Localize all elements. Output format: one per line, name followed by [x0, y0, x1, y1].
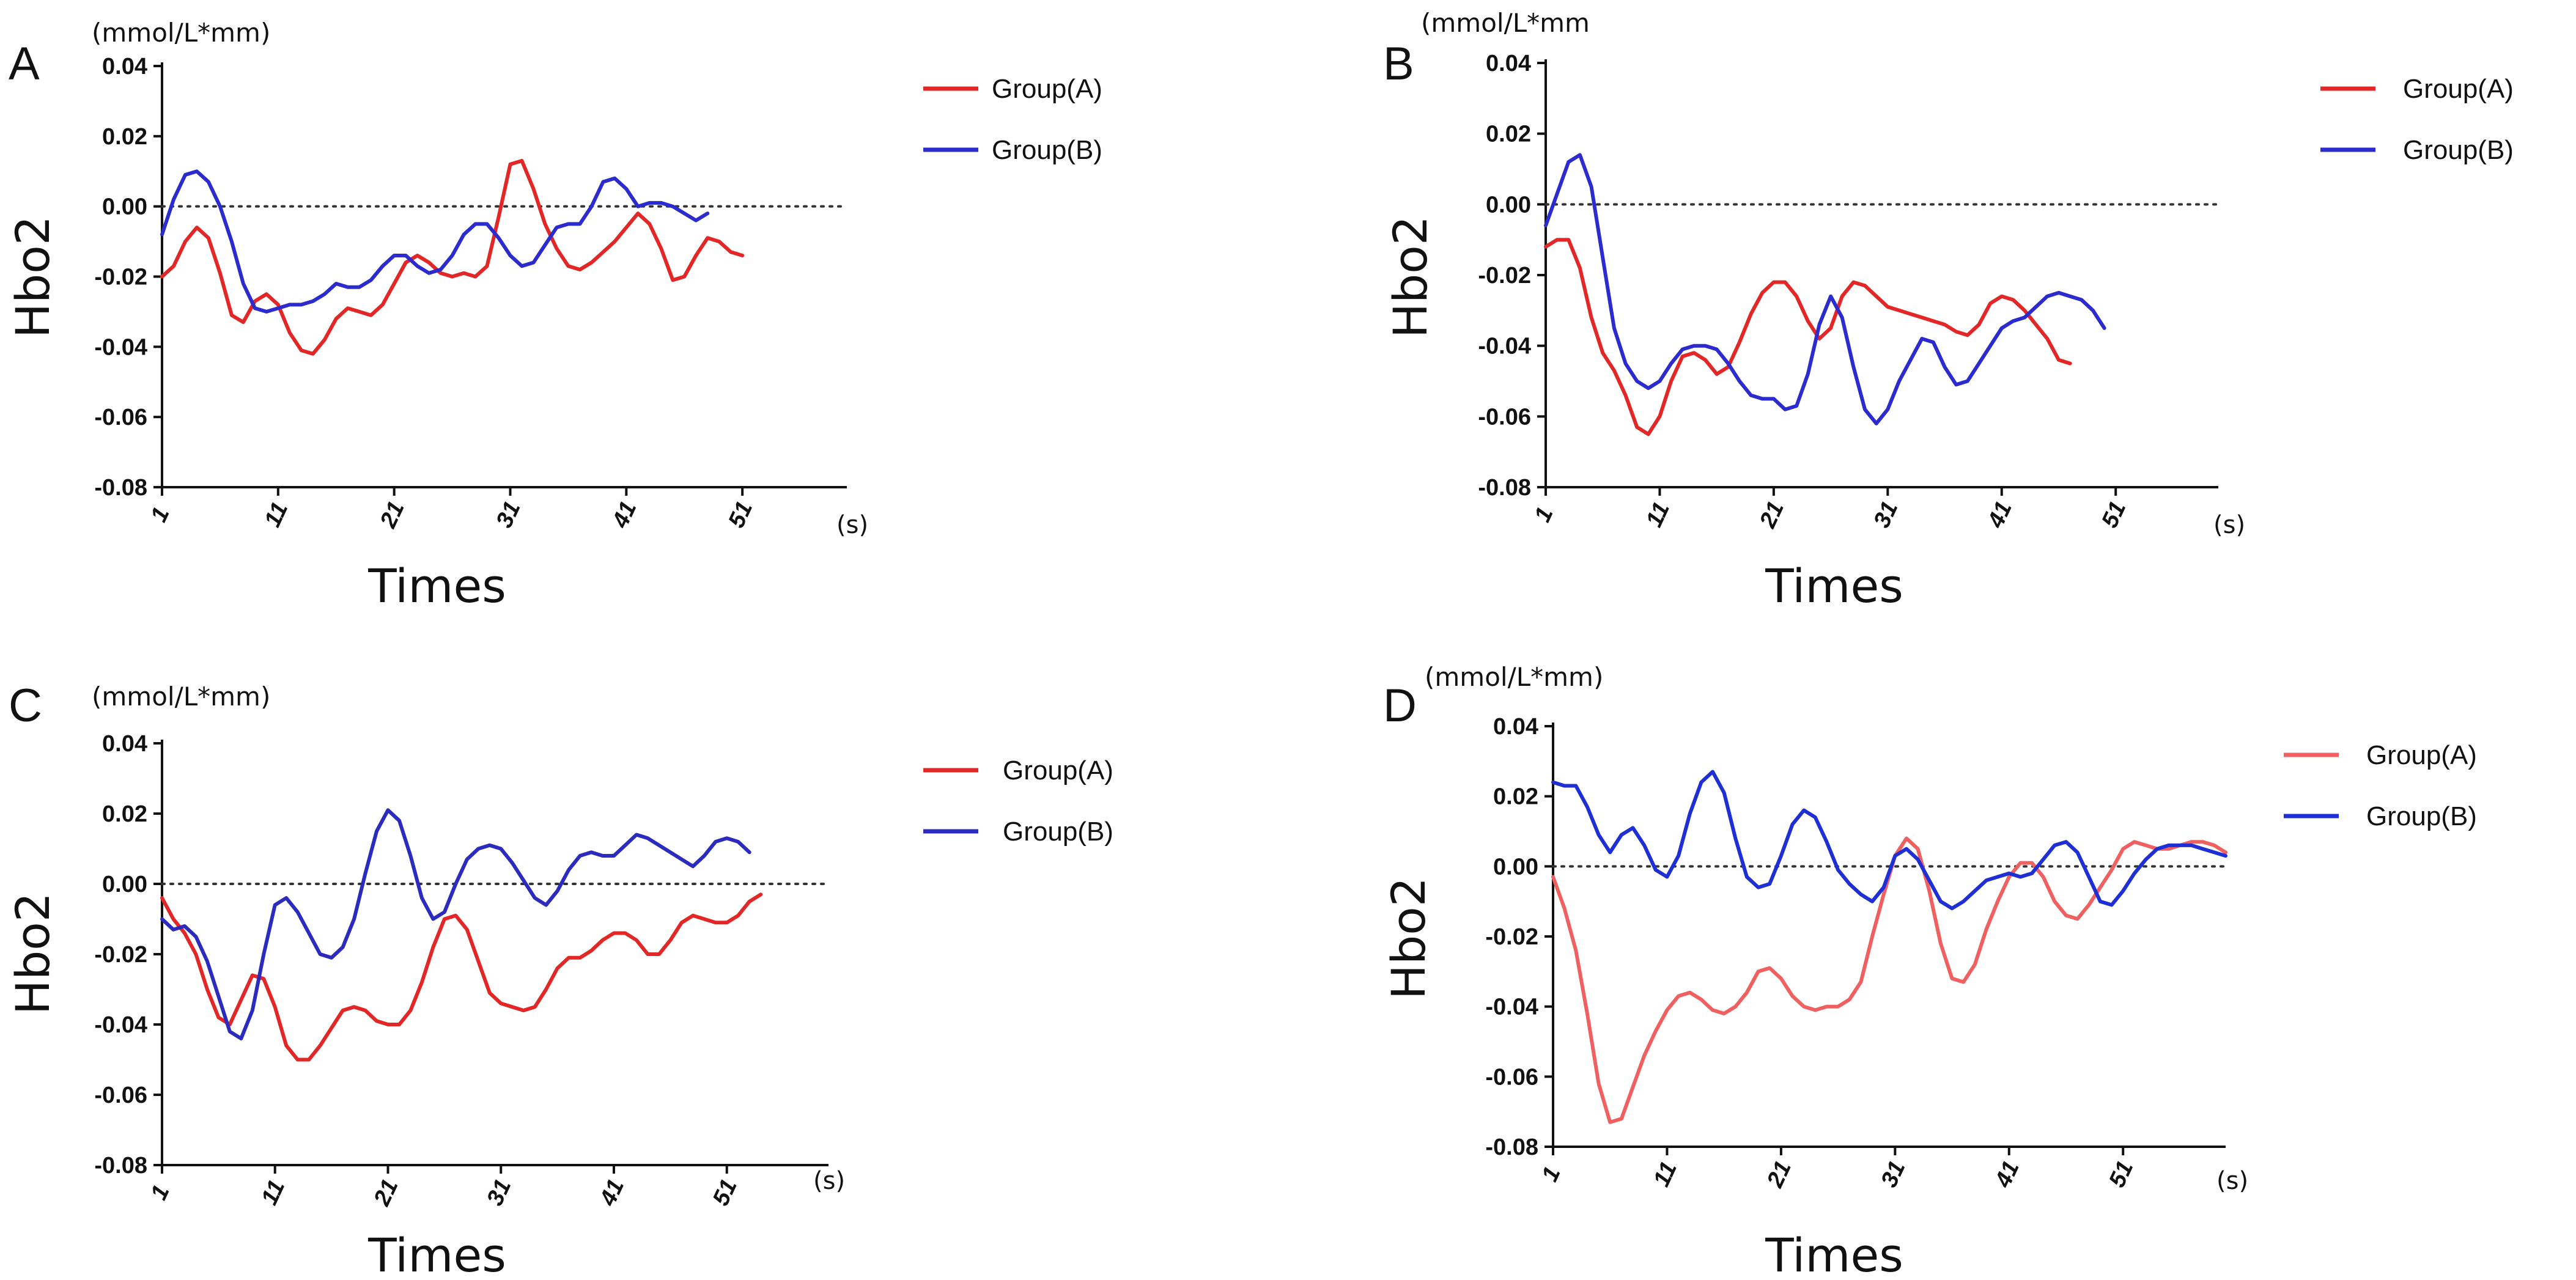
y-tick-label: -0.06 — [94, 405, 147, 430]
legend-label-group-b: Group(B) — [1003, 817, 1113, 847]
y-axis-title: Hbo2 — [1381, 877, 1436, 999]
y-axis-title: Hbo2 — [6, 892, 60, 1015]
x-tick-label: 51 — [2104, 1157, 2138, 1191]
x-tick-label: 51 — [708, 1175, 742, 1210]
x-tick-label: 21 — [369, 1175, 403, 1210]
x-tick-label: 31 — [1869, 498, 1903, 532]
legend-label-group-a: Group(A) — [1003, 756, 1113, 785]
y-axis-title: Hbo2 — [1383, 216, 1437, 338]
series-line-group-a — [1551, 836, 2227, 1124]
panel-letter: D — [1383, 680, 1417, 732]
x-axis-title: Times — [1765, 1228, 1903, 1280]
legend-label-group-b: Group(B) — [2366, 801, 2477, 831]
x-tick-label: 41 — [607, 498, 641, 532]
x-axis-title: Times — [367, 559, 506, 613]
y-tick-label: 0.04 — [102, 731, 147, 757]
x-tick-label: 11 — [257, 1176, 290, 1209]
legend-label-group-a: Group(A) — [992, 74, 1102, 104]
series-line-group-a — [1544, 238, 2072, 436]
panel-letter: C — [9, 680, 42, 732]
y-tick-label: -0.02 — [1478, 263, 1531, 289]
y-tick-label: 0.00 — [1493, 854, 1538, 880]
x-tick-label: 1 — [1537, 1163, 1566, 1185]
legend-label-group-b: Group(B) — [992, 135, 1102, 165]
x-axis-title: Times — [367, 1228, 506, 1280]
y-tick-label: -0.02 — [94, 265, 147, 290]
y-tick-label: -0.08 — [94, 475, 147, 501]
y-tick-label: 0.00 — [102, 872, 147, 897]
x-tick-label: 1 — [146, 1181, 175, 1204]
y-axis-title: Hbo2 — [6, 216, 60, 338]
y-tick-label: -0.06 — [94, 1083, 147, 1108]
x-unit-label: (s) — [2213, 511, 2245, 539]
y-tick-label: 0.02 — [102, 124, 147, 150]
series-line-group-b — [160, 169, 710, 314]
x-unit-label: (s) — [836, 511, 868, 539]
series-line-group-a — [160, 159, 745, 356]
y-tick-label: -0.06 — [1485, 1064, 1538, 1090]
series-line-group-b — [160, 808, 751, 1040]
x-tick-label: 51 — [723, 498, 758, 532]
y-tick-label: -0.02 — [1485, 924, 1538, 950]
y-tick-label: 0.02 — [1486, 122, 1531, 147]
x-tick-label: 21 — [375, 498, 409, 532]
y-unit-label: (mmol/L*mm) — [1425, 662, 1603, 692]
x-tick-label: 11 — [1648, 1158, 1682, 1191]
x-unit-label: (s) — [813, 1167, 845, 1195]
x-unit-label: (s) — [2216, 1167, 2248, 1195]
y-tick-label: 0.04 — [1486, 51, 1531, 76]
x-tick-label: 21 — [1755, 498, 1789, 532]
panel-letter: B — [1383, 38, 1414, 90]
x-tick-label: 31 — [482, 1175, 516, 1210]
chart-panel-d: D (mmol/L*mm) 0.04 0.02 0.00 -0.02 -0.04 -0.06 -… — [1381, 662, 2477, 1280]
y-tick-label: -0.08 — [94, 1153, 147, 1179]
chart-panel-a: A (mmol/L*mm) 0.04 0.02 0.00 -0.02 -0.04 -0.06 -… — [6, 18, 1102, 613]
series-line-group-b — [1551, 770, 2227, 911]
y-unit-label: (mmol/L*mm) — [92, 682, 270, 712]
y-tick-label: -0.04 — [1485, 995, 1538, 1020]
series-line-group-a — [160, 892, 763, 1062]
y-tick-label: -0.04 — [94, 1012, 147, 1038]
x-tick-label: 11 — [260, 498, 293, 531]
legend-label-group-a: Group(A) — [2403, 74, 2514, 104]
legend-label-group-a: Group(A) — [2366, 740, 2477, 770]
x-axis-title: Times — [1765, 559, 1903, 613]
y-tick-label: -0.06 — [1478, 404, 1531, 430]
x-tick-label: 31 — [1876, 1157, 1910, 1191]
y-unit-label: (mmol/L*mm — [1421, 8, 1590, 38]
x-tick-label: 41 — [595, 1175, 629, 1210]
y-tick-label: 0.00 — [102, 194, 147, 220]
y-tick-label: -0.02 — [94, 942, 147, 968]
y-unit-label: (mmol/L*mm) — [92, 18, 270, 48]
y-tick-label: 0.02 — [102, 801, 147, 827]
y-tick-label: 0.02 — [1493, 784, 1538, 810]
x-tick-label: 41 — [1982, 498, 2017, 532]
y-tick-label: 0.04 — [1493, 714, 1538, 740]
x-tick-label: 21 — [1762, 1157, 1796, 1192]
series-line-group-b — [1544, 153, 2106, 425]
x-tick-label: 31 — [492, 498, 526, 532]
y-tick-label: 0.04 — [102, 54, 147, 79]
x-tick-label: 1 — [1530, 503, 1559, 526]
x-tick-label: 1 — [146, 503, 175, 526]
x-tick-label: 51 — [2097, 498, 2131, 532]
y-tick-label: -0.08 — [1478, 475, 1531, 501]
x-tick-label: 11 — [1641, 498, 1675, 531]
y-tick-label: -0.04 — [94, 334, 147, 360]
y-tick-label: -0.04 — [1478, 334, 1531, 359]
y-tick-label: 0.00 — [1486, 192, 1531, 218]
chart-panel-c: C (mmol/L*mm) 0.04 0.02 0.00 -0.02 -0.04 -0.06 -… — [6, 680, 1113, 1280]
y-tick-label: -0.08 — [1485, 1135, 1538, 1160]
chart-panel-b: B(mmol/L*mm 0.04 0.02 0.00 -0.02 -0.04 -0.06 -0… — [1383, 8, 2514, 613]
legend-label-group-b: Group(B) — [2403, 135, 2514, 165]
panel-letter: A — [9, 38, 40, 90]
x-tick-label: 41 — [1990, 1157, 2024, 1192]
